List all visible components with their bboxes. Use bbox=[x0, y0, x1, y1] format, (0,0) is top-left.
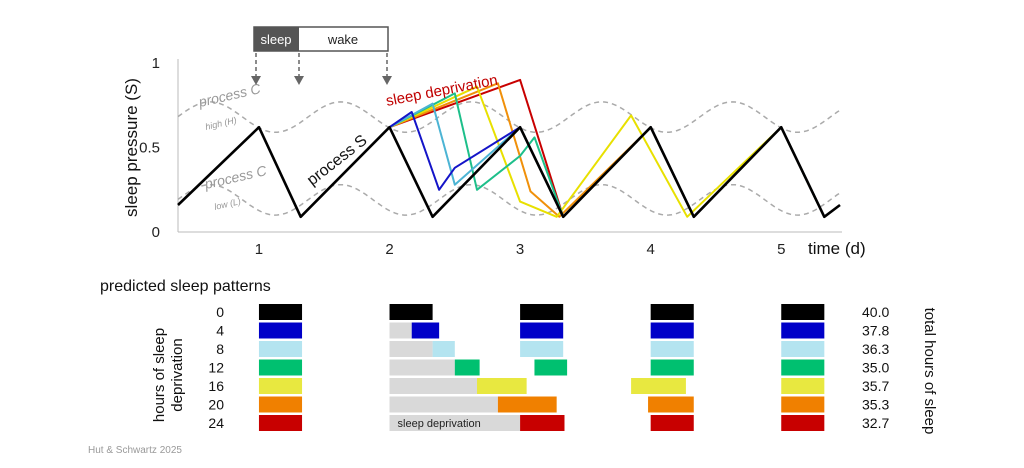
sleep-deprivation-curve-label: sleep deprivation bbox=[385, 72, 500, 110]
total-sleep-value: 35.3 bbox=[862, 397, 889, 413]
arrow-head bbox=[382, 76, 392, 85]
deprivation-value: 12 bbox=[208, 360, 224, 376]
sleep-bar bbox=[650, 415, 694, 431]
x-tick-label: 5 bbox=[777, 241, 785, 258]
total-sleep-value: 32.7 bbox=[862, 415, 889, 431]
sleep-bar bbox=[781, 415, 825, 431]
sleep-label: sleep bbox=[260, 32, 291, 47]
y-axis-label: sleep pressure (S) bbox=[122, 78, 141, 217]
sleep-bar bbox=[258, 378, 303, 394]
sleep-bar bbox=[781, 396, 825, 413]
deprivation-value: 20 bbox=[208, 397, 224, 413]
series-line-4h bbox=[388, 111, 826, 218]
sleep-bar bbox=[432, 341, 455, 357]
credit-text: Hut & Schwartz 2025 bbox=[88, 445, 182, 456]
sleep-bar bbox=[389, 304, 433, 320]
process-c-high-label: process C bbox=[196, 80, 263, 110]
process-c-low-sublabel: low (L) bbox=[213, 196, 242, 212]
process-c-low-curve bbox=[177, 183, 841, 216]
total-sleep-value: 36.3 bbox=[862, 341, 889, 357]
deprivation-value: 0 bbox=[216, 304, 224, 320]
deprivation-bar bbox=[389, 378, 478, 394]
total-sleep-value: 40.0 bbox=[862, 304, 889, 320]
arrow-head bbox=[251, 76, 261, 85]
sleep-bar bbox=[258, 415, 303, 431]
total-sleep-value: 35.7 bbox=[862, 378, 889, 394]
y-tick-label: 0 bbox=[152, 224, 160, 241]
deprivation-bar bbox=[389, 322, 412, 339]
patterns-title: predicted sleep patterns bbox=[100, 278, 271, 295]
sleep-bar bbox=[650, 341, 694, 357]
deprivation-axis-label-line1: hours of sleep bbox=[151, 328, 168, 422]
total-hours-axis-label: total hours of sleep bbox=[921, 308, 938, 435]
sleep-bar bbox=[520, 304, 564, 320]
deprivation-value: 24 bbox=[208, 415, 224, 431]
sleep-bar bbox=[781, 341, 825, 357]
sleep-bar bbox=[650, 322, 694, 339]
total-sleep-value: 35.0 bbox=[862, 360, 889, 376]
sleep-bar bbox=[781, 359, 825, 376]
sleep-deprivation-bar-label: sleep deprivation bbox=[398, 418, 481, 430]
sleep-bar bbox=[650, 304, 694, 320]
sleep-segment bbox=[254, 27, 299, 51]
deprivation-value: 16 bbox=[208, 378, 224, 394]
x-tick-label: 1 bbox=[255, 241, 263, 258]
sleep-bar bbox=[258, 341, 303, 357]
y-tick-label: 1 bbox=[152, 55, 160, 72]
sleep-bar bbox=[258, 359, 303, 376]
sleep-bar bbox=[534, 359, 568, 376]
series-line-16h bbox=[389, 85, 826, 218]
wake-label: wake bbox=[327, 32, 358, 47]
process-c-low-label: process C bbox=[202, 162, 269, 192]
sleep-bar bbox=[411, 322, 440, 339]
process-c-high-sublabel: high (H) bbox=[204, 115, 237, 132]
x-tick-label: 2 bbox=[385, 241, 393, 258]
sleep-bar bbox=[648, 396, 694, 413]
x-tick-label: 3 bbox=[516, 241, 524, 258]
x-axis-label: time (d) bbox=[808, 239, 866, 258]
sleep-bar bbox=[497, 396, 557, 413]
sleep-bar bbox=[258, 396, 303, 413]
series-line-8h bbox=[389, 102, 826, 218]
sleep-bar bbox=[781, 304, 825, 320]
sleep-bar bbox=[520, 322, 564, 339]
sleep-bar bbox=[631, 378, 686, 394]
sleep-bar bbox=[454, 359, 480, 376]
x-tick-label: 4 bbox=[646, 241, 654, 258]
deprivation-bar bbox=[389, 396, 498, 413]
deprivation-bar bbox=[389, 415, 521, 431]
sleep-bar bbox=[520, 415, 565, 431]
arrow-head bbox=[294, 76, 304, 85]
deprivation-value: 8 bbox=[216, 341, 224, 357]
sleep-bar bbox=[650, 359, 694, 376]
series-line-0h bbox=[177, 125, 841, 219]
deprivation-axis-label-line2: deprivation bbox=[169, 338, 186, 411]
deprivation-bar bbox=[389, 341, 433, 357]
total-sleep-value: 37.8 bbox=[862, 323, 889, 339]
sleep-pressure-chart: 00.511 2 3 4 5 time (d)sleep pressure (S) proc… bbox=[100, 26, 938, 435]
sleep-bar bbox=[258, 322, 303, 339]
deprivation-value: 4 bbox=[216, 323, 224, 339]
sleep-bar bbox=[781, 378, 825, 394]
sleep-bar bbox=[781, 322, 825, 339]
series-line-12h bbox=[389, 92, 826, 218]
sleep-bar bbox=[520, 341, 564, 357]
y-tick-label: 0.5 bbox=[139, 140, 160, 157]
deprivation-bar bbox=[389, 359, 455, 376]
sleep-bar bbox=[477, 378, 527, 394]
sleep-bar bbox=[258, 304, 303, 320]
